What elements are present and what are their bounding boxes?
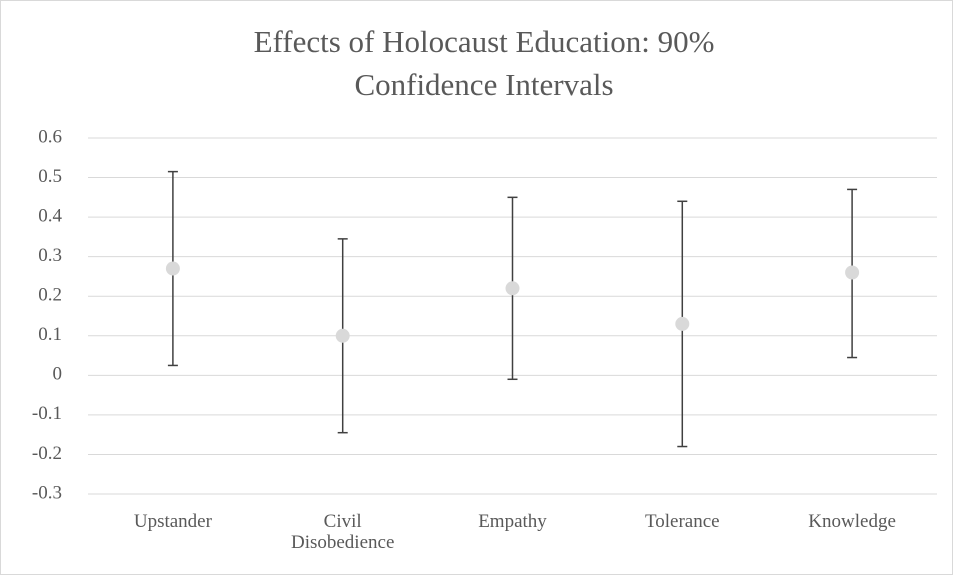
y-tick-label: 0.5	[38, 166, 62, 187]
x-tick-label: Tolerance	[644, 511, 720, 532]
x-tick-label: Upstander	[133, 511, 212, 532]
y-tick-label: -0.1	[32, 403, 62, 424]
point	[505, 281, 520, 296]
point	[675, 316, 690, 331]
x-tick-label: Civil Disobedience	[290, 511, 395, 553]
x-tick-label: Empathy	[478, 511, 547, 532]
y-tick-label: 0.6	[38, 126, 62, 147]
point	[335, 328, 350, 343]
y-tick-label: 0.1	[38, 324, 62, 345]
chart-title: Effects of Holocaust Education: 90% Conf…	[253, 24, 715, 102]
point	[165, 261, 180, 276]
y-tick-label: 0.4	[38, 205, 62, 226]
y-tick-label: 0	[53, 364, 63, 385]
x-tick-label: Knowledge	[808, 511, 896, 532]
y-tick-label: -0.3	[32, 482, 62, 503]
point	[845, 265, 860, 280]
y-tick-label: -0.2	[32, 443, 62, 464]
y-tick-label: 0.2	[38, 285, 62, 306]
y-tick-label: 0.3	[38, 245, 62, 266]
